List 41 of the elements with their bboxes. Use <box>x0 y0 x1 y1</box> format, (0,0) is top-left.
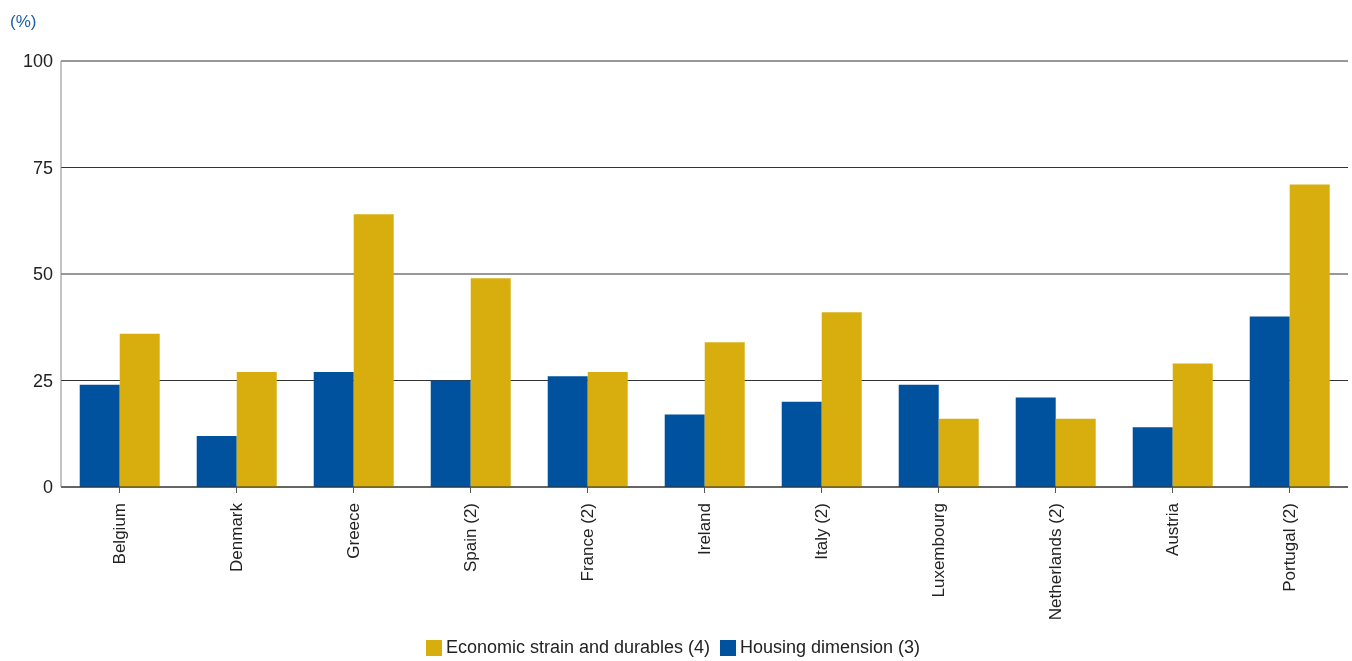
bar <box>547 376 588 487</box>
x-tick-label: Austria <box>1163 502 1182 556</box>
x-tick-label: Italy (2) <box>812 503 831 560</box>
bar <box>1289 184 1330 487</box>
x-tick-label: Spain (2) <box>461 503 480 572</box>
bar <box>353 214 394 487</box>
y-tick-label: 100 <box>22 51 53 72</box>
bar <box>1055 418 1096 487</box>
bar <box>704 342 745 487</box>
x-tick-label: Belgium <box>110 503 129 565</box>
x-tick-label: Ireland <box>695 503 714 555</box>
bar <box>236 371 277 487</box>
bar <box>898 384 939 487</box>
y-axis-title: (%) <box>10 12 37 32</box>
bar <box>1249 316 1290 487</box>
bar <box>664 414 705 487</box>
bar <box>781 401 822 487</box>
bar <box>119 333 160 487</box>
bar <box>79 384 120 487</box>
x-tick-label: Luxembourg <box>929 503 948 598</box>
x-tick-label: Netherlands (2) <box>1046 503 1065 621</box>
bar <box>821 312 862 487</box>
bar <box>1015 397 1056 487</box>
x-tick-label: Portugal (2) <box>1280 503 1299 592</box>
bar <box>196 435 237 487</box>
y-tick-label: 25 <box>32 370 53 391</box>
bar <box>470 278 511 487</box>
x-tick-label: France (2) <box>578 503 597 582</box>
x-tick-label: Denmark <box>227 502 246 572</box>
bar <box>1132 427 1173 487</box>
bar <box>938 418 979 487</box>
x-tick-label: Greece <box>344 503 363 559</box>
bar <box>430 380 471 487</box>
bar <box>587 371 628 487</box>
bar <box>1172 363 1213 487</box>
legend-label: Economic strain and durables (4) <box>445 637 711 657</box>
y-tick-label: 75 <box>32 157 53 178</box>
legend-label: Housing dimension (3) <box>740 637 921 657</box>
y-tick-label: 0 <box>42 477 53 498</box>
bar <box>313 371 354 487</box>
y-tick-label: 50 <box>32 264 53 285</box>
